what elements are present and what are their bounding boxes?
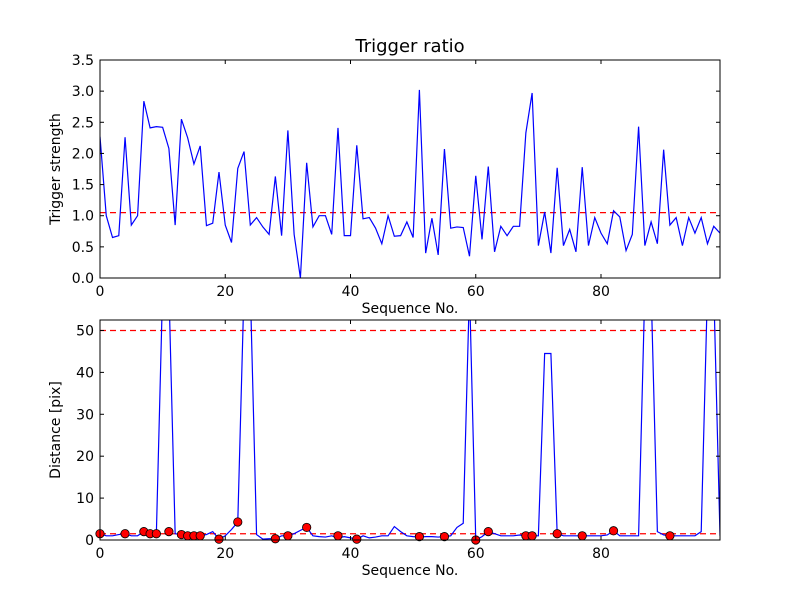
data-point (120, 529, 130, 539)
y-axis-label: Trigger strength (48, 113, 64, 226)
y-tick-label: 2.5 (72, 115, 94, 131)
data-point (414, 532, 424, 542)
trigger-ratio-panel: 0 20 40 60 80 0.0 0.5 1.0 1.5 2.0 2.5 3.0 3.5 Sequenc… (48, 36, 721, 317)
y-axis-label: Distance [pix] (48, 381, 64, 479)
data-point (665, 531, 675, 541)
x-axis-label: Sequence No. (362, 301, 459, 317)
axes-frame (99, 319, 721, 541)
x-tick-label: 0 (96, 284, 105, 300)
data-point (527, 531, 537, 541)
data-point (302, 522, 312, 533)
x-tick-label: 80 (592, 284, 610, 300)
y-tick-label: 1.5 (72, 178, 94, 194)
plot-area (100, 89, 720, 278)
x-tick-label: 20 (216, 284, 234, 300)
data-point (333, 531, 343, 541)
axes-frame (99, 59, 721, 279)
x-tick-label: 60 (467, 284, 485, 300)
data-point (151, 529, 161, 539)
series-line-0 (100, 89, 720, 278)
y-tick-label: 0.5 (72, 240, 94, 256)
data-point (608, 526, 619, 536)
y-tick-label: 10 (76, 491, 94, 507)
x-axis-label: Sequence No. (362, 563, 459, 579)
data-point (552, 529, 562, 539)
chart-title: Trigger ratio (354, 36, 464, 57)
y-tick-label: 30 (76, 407, 94, 423)
data-point (483, 527, 493, 537)
y-tick-label: 20 (76, 449, 94, 465)
data-point (270, 534, 280, 544)
data-point (195, 531, 205, 541)
data-point (577, 531, 587, 541)
x-tick-label: 60 (467, 546, 485, 562)
y-tick-label: 3.5 (72, 53, 94, 69)
y-tick-label: 0 (85, 533, 94, 549)
y-tick-label: 40 (76, 365, 94, 381)
y-tick-label: 50 (76, 323, 94, 339)
y-tick-label: 2.0 (72, 146, 94, 162)
data-point (352, 534, 362, 544)
data-point (439, 532, 450, 542)
x-tick-label: 0 (96, 546, 105, 562)
x-tick-label: 80 (592, 546, 610, 562)
data-point (233, 517, 243, 527)
y-tick-label: 3.0 (72, 84, 94, 100)
distance-panel: 0 20 40 60 80 0 10 20 30 40 50 Sequence No. Distance… (48, 319, 721, 579)
x-tick-label: 40 (342, 546, 360, 562)
data-point (164, 527, 174, 537)
y-tick-label: 1.0 (72, 209, 94, 225)
data-point (283, 531, 293, 541)
y-tick-label: 0.0 (72, 271, 94, 287)
x-tick-label: 20 (216, 546, 234, 562)
data-point (214, 534, 224, 544)
x-tick-label: 40 (342, 284, 360, 300)
